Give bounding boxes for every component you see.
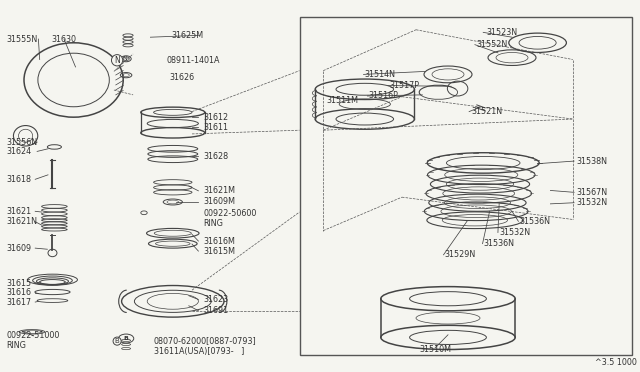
Text: B: B [124, 336, 129, 341]
Text: 08070-62000[0887-0793]: 08070-62000[0887-0793] [154, 337, 257, 346]
Text: 31624: 31624 [6, 147, 31, 156]
Text: 31523N: 31523N [486, 28, 518, 37]
Text: 00922-50600: 00922-50600 [204, 209, 257, 218]
Text: 31628: 31628 [204, 152, 228, 161]
Text: B: B [115, 338, 120, 344]
Text: 08911-1401A: 08911-1401A [166, 56, 220, 65]
Text: 31609: 31609 [6, 244, 31, 253]
Text: RING: RING [6, 341, 26, 350]
Text: 31556N: 31556N [6, 138, 38, 147]
Text: 00922-51000: 00922-51000 [6, 331, 60, 340]
Text: N: N [122, 56, 127, 61]
Text: 31521N: 31521N [471, 107, 502, 116]
Text: 31618: 31618 [6, 175, 31, 184]
Text: 31611: 31611 [204, 123, 228, 132]
Text: 31511M: 31511M [326, 96, 358, 105]
Text: 31621M: 31621M [204, 186, 236, 195]
Text: 31630: 31630 [51, 35, 76, 44]
Text: 31529N: 31529N [445, 250, 476, 259]
Text: 31517P: 31517P [389, 81, 419, 90]
Text: 31510M: 31510M [419, 345, 451, 354]
Text: ^3.5 1000: ^3.5 1000 [595, 358, 637, 367]
Text: 31532N: 31532N [576, 198, 607, 207]
Text: 31625M: 31625M [172, 31, 204, 40]
Text: 31552N: 31552N [477, 40, 508, 49]
Text: 31623: 31623 [204, 295, 228, 304]
Text: 31611A(USA)[0793-   ]: 31611A(USA)[0793- ] [154, 347, 244, 356]
Text: 31616M: 31616M [204, 237, 236, 246]
Text: 31514N: 31514N [365, 70, 396, 79]
Text: 31567N: 31567N [576, 188, 607, 197]
Text: 31615M: 31615M [204, 247, 236, 256]
Text: RING: RING [204, 219, 223, 228]
Text: 31615: 31615 [6, 279, 31, 288]
Text: 31555N: 31555N [6, 35, 38, 44]
Text: 31538N: 31538N [576, 157, 607, 166]
Text: N: N [115, 56, 120, 65]
Text: 31621N: 31621N [6, 217, 37, 226]
Text: 31616: 31616 [6, 288, 31, 297]
Text: 31536N: 31536N [484, 239, 515, 248]
Text: 31617: 31617 [6, 298, 31, 307]
Text: 31691: 31691 [204, 306, 228, 315]
Text: 31536N: 31536N [520, 217, 550, 226]
Text: 31532N: 31532N [499, 228, 531, 237]
Text: 31626: 31626 [170, 73, 195, 81]
Text: 31612: 31612 [204, 113, 228, 122]
Text: 31609M: 31609M [204, 198, 236, 206]
Text: 31516P: 31516P [369, 92, 399, 100]
Text: 31621: 31621 [6, 207, 31, 216]
